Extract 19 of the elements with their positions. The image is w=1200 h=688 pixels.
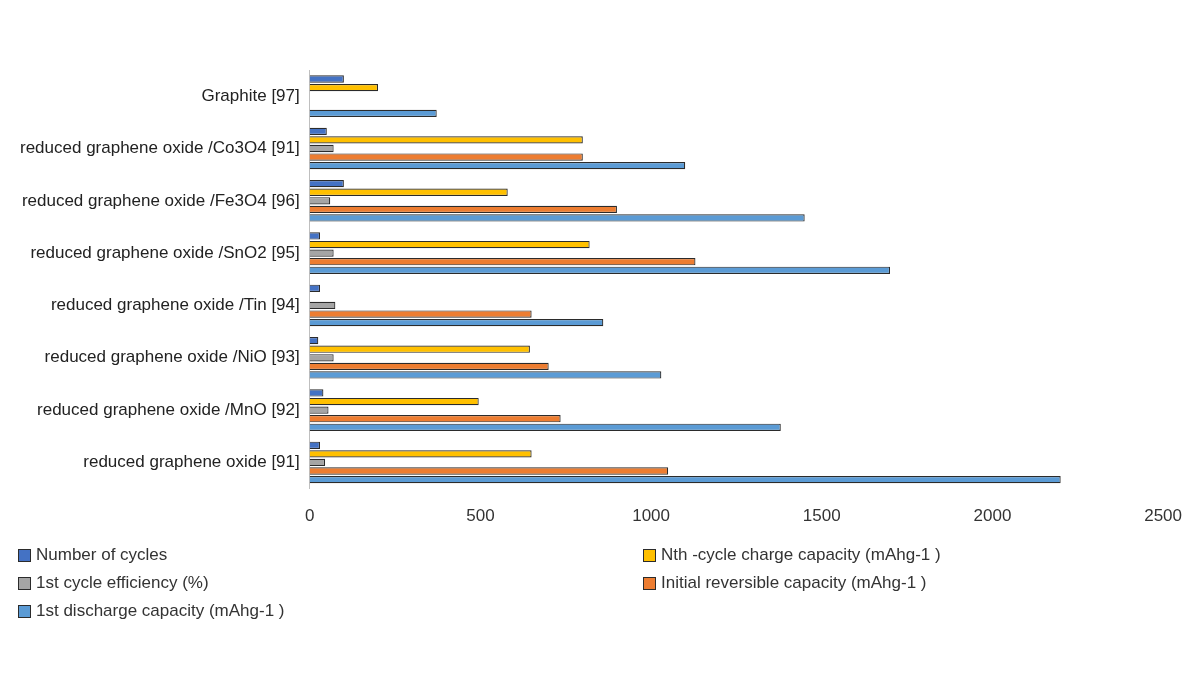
- x-tick-label: 2500: [1144, 506, 1182, 526]
- x-tick-label: 500: [466, 506, 495, 526]
- y-tick-label: reduced graphene oxide /SnO2 [95]: [30, 242, 300, 262]
- legend-label: 1st discharge capacity (mAhg-1 ): [36, 601, 285, 621]
- legend-label: Nth -cycle charge capacity (mAhg-1 ): [661, 545, 941, 565]
- x-tick-label: 1000: [632, 506, 670, 526]
- legend-label: Initial reversible capacity (mAhg-1 ): [661, 573, 927, 593]
- legend-label: Number of cycles: [36, 545, 168, 565]
- legend-label: 1st cycle efficiency (%): [36, 573, 209, 593]
- y-tick-label: reduced graphene oxide /Fe3O4 [96]: [21, 190, 300, 210]
- y-tick-label: reduced graphene oxide /Tin [94]: [50, 295, 300, 315]
- y-tick-label: reduced graphene oxide /MnO [92]: [37, 399, 300, 419]
- x-tick-label: 1500: [802, 506, 841, 526]
- y-tick-label: Graphite [97]: [201, 85, 300, 105]
- y-tick-label: reduced graphene oxide /NiO [93]: [44, 347, 300, 367]
- x-tick-label: 2000: [973, 506, 1012, 526]
- y-tick-label: reduced graphene oxide [91]: [83, 452, 300, 472]
- x-tick-label: 0: [305, 506, 315, 526]
- y-tick-label: reduced graphene oxide /Co3O4 [91]: [19, 138, 300, 158]
